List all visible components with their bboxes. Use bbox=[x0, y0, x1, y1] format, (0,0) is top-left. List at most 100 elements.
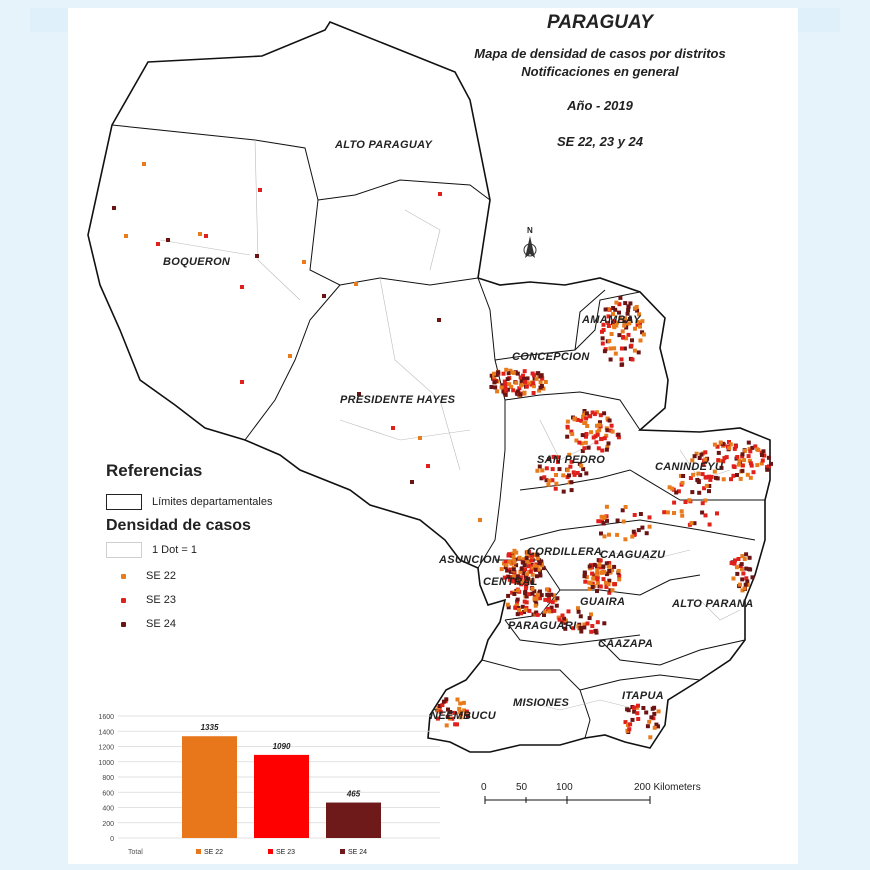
se22-dot-icon bbox=[121, 573, 126, 579]
case-dot bbox=[547, 478, 552, 483]
case-dot bbox=[240, 285, 244, 289]
case-dot bbox=[703, 450, 708, 455]
case-dot bbox=[156, 242, 160, 246]
case-dot bbox=[738, 476, 743, 481]
legend-se24-label: SE 24 bbox=[146, 618, 176, 630]
scale-label-100: 100 bbox=[556, 782, 573, 793]
case-dot bbox=[766, 455, 771, 460]
case-dot bbox=[523, 379, 528, 384]
case-dot bbox=[435, 716, 440, 721]
case-dot bbox=[627, 321, 632, 326]
case-dot bbox=[620, 508, 625, 513]
case-dot bbox=[607, 569, 612, 573]
case-dot bbox=[607, 418, 612, 423]
case-dot bbox=[510, 590, 515, 595]
case-dot bbox=[600, 341, 605, 346]
case-dot bbox=[635, 711, 640, 716]
case-dot bbox=[647, 719, 652, 724]
case-dot bbox=[549, 609, 554, 614]
case-dot bbox=[523, 607, 528, 612]
y-tick-label: 400 bbox=[102, 806, 114, 813]
case-dot bbox=[531, 384, 536, 389]
case-dot bbox=[672, 500, 677, 505]
case-dot bbox=[518, 392, 523, 397]
case-dot bbox=[509, 384, 514, 389]
case-dot bbox=[615, 518, 620, 523]
case-dot bbox=[535, 371, 540, 376]
case-dot bbox=[489, 373, 494, 378]
case-dot bbox=[601, 577, 606, 582]
case-dot bbox=[514, 580, 519, 585]
bar-se24 bbox=[326, 802, 381, 838]
case-dot bbox=[702, 486, 707, 491]
case-dot bbox=[601, 564, 606, 569]
case-dot bbox=[707, 484, 712, 488]
legend-series-se22: SE 22 bbox=[118, 570, 176, 582]
dept-guaira: GUAIRA bbox=[580, 596, 626, 608]
case-dot bbox=[569, 488, 574, 493]
hayes-north bbox=[339, 277, 479, 286]
case-dot bbox=[567, 473, 571, 478]
case-dot bbox=[584, 471, 589, 476]
case-dot bbox=[739, 562, 744, 567]
case-dot bbox=[731, 473, 736, 478]
case-dot bbox=[554, 603, 559, 608]
case-dot bbox=[744, 552, 749, 557]
case-dot bbox=[696, 471, 701, 476]
case-dot bbox=[625, 707, 630, 712]
case-dot bbox=[745, 579, 750, 584]
scale-bar bbox=[484, 796, 651, 804]
case-dot bbox=[512, 592, 517, 596]
case-dot bbox=[204, 234, 208, 238]
case-dot bbox=[597, 428, 602, 433]
case-dot bbox=[546, 482, 551, 487]
case-dot bbox=[534, 376, 539, 381]
case-dot bbox=[590, 571, 595, 576]
case-dot bbox=[552, 608, 557, 613]
case-dot bbox=[746, 454, 751, 459]
case-dot bbox=[751, 470, 756, 475]
case-dot bbox=[735, 571, 740, 576]
case-dot bbox=[466, 713, 470, 718]
case-dot bbox=[715, 444, 720, 449]
case-dot bbox=[552, 593, 556, 598]
y-tick-label: 1400 bbox=[98, 729, 114, 736]
category-label: SE 23 bbox=[276, 849, 295, 856]
case-dot bbox=[618, 316, 623, 321]
case-dot bbox=[527, 592, 532, 597]
case-dot bbox=[601, 516, 606, 521]
case-dot bbox=[721, 477, 726, 482]
case-dot bbox=[735, 473, 739, 477]
case-dot bbox=[626, 304, 631, 309]
case-dot bbox=[579, 418, 584, 423]
case-dot bbox=[322, 294, 326, 298]
case-dot bbox=[546, 597, 551, 602]
case-dot bbox=[623, 537, 628, 542]
case-dot bbox=[391, 426, 395, 430]
case-dot bbox=[628, 301, 633, 306]
case-dot bbox=[527, 549, 532, 554]
case-dot bbox=[493, 385, 498, 390]
case-dot bbox=[528, 569, 533, 574]
case-dot bbox=[750, 575, 755, 580]
legend-boundary-label: Límites departamentales bbox=[152, 496, 273, 508]
case-dot bbox=[124, 234, 128, 238]
case-dot bbox=[592, 412, 597, 417]
case-dot bbox=[515, 574, 520, 579]
hayes-east bbox=[477, 277, 506, 569]
case-dot bbox=[740, 577, 745, 582]
case-dot bbox=[604, 447, 609, 452]
case-dot bbox=[515, 597, 520, 602]
legend-swatch bbox=[340, 849, 345, 854]
case-dot bbox=[588, 581, 593, 586]
case-dot bbox=[579, 463, 584, 468]
case-dot bbox=[610, 429, 615, 434]
legend-swatch bbox=[268, 849, 273, 854]
case-dot bbox=[607, 338, 612, 343]
case-dot bbox=[591, 435, 596, 440]
case-dot bbox=[514, 380, 519, 385]
case-dot bbox=[455, 722, 459, 727]
case-dot bbox=[524, 594, 529, 599]
case-dot bbox=[602, 436, 607, 441]
case-dot bbox=[636, 703, 640, 708]
